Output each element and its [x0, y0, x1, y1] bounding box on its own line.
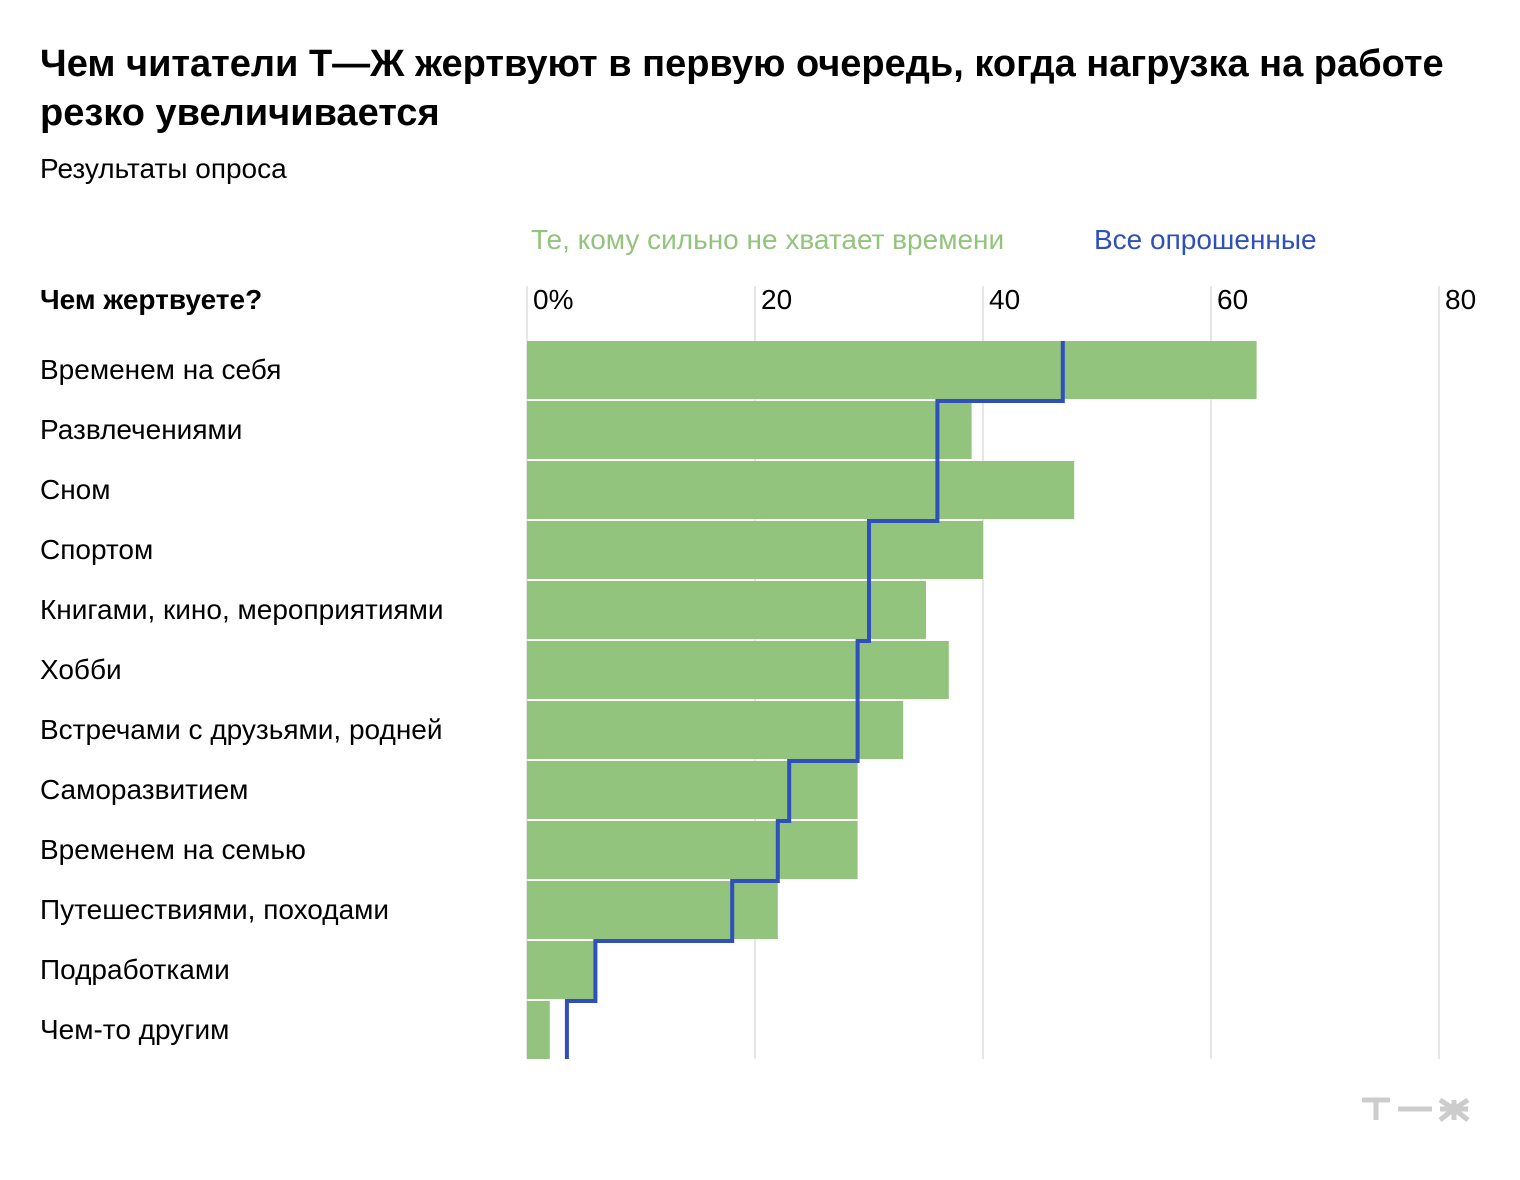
category-column-header: Чем жертвуете? [40, 284, 263, 315]
bar [527, 401, 972, 459]
bar [527, 581, 926, 639]
bar [527, 941, 596, 999]
series-line-all-respondents [564, 341, 1065, 1059]
legend-entry-short-of-time: Те, кому сильно не хватает времени [531, 224, 1005, 255]
category-label: Развлечениями [40, 414, 243, 445]
category-label: Спортом [40, 534, 154, 565]
bar [527, 701, 904, 759]
bar [527, 821, 858, 879]
bar [527, 761, 858, 819]
category-label: Саморазвитием [40, 774, 249, 805]
x-tick-label: 80 [1445, 284, 1477, 315]
bar [527, 521, 983, 579]
bar [527, 461, 1075, 519]
bar [527, 1001, 550, 1059]
x-tick-label: 60 [1217, 284, 1249, 315]
legend-entry-all-respondents: Все опрошенные [1094, 224, 1317, 255]
bar [527, 641, 949, 699]
category-label: Временем на себя [40, 354, 282, 385]
x-tick-label: 40 [989, 284, 1021, 315]
category-label: Путешествиями, походами [40, 894, 390, 925]
x-tick-label: 20 [761, 284, 793, 315]
chart-title: Чем читатели Т—Ж жертвуют в первую очере… [40, 43, 1444, 134]
tzh-logo-icon [1362, 1097, 1470, 1122]
category-label: Чем-то другим [40, 1014, 230, 1045]
category-label: Встречами с друзьями, родней [40, 714, 443, 745]
bar [527, 881, 778, 939]
x-tick-label: 0% [533, 284, 574, 315]
category-label: Сном [40, 474, 111, 505]
chart-subtitle: Результаты опроса [40, 153, 287, 184]
bar [527, 341, 1257, 399]
category-label: Хобби [40, 654, 122, 685]
category-label: Временем на семью [40, 834, 306, 865]
category-label: Книгами, кино, мероприятиями [40, 594, 444, 625]
category-label: Подработками [40, 954, 230, 985]
